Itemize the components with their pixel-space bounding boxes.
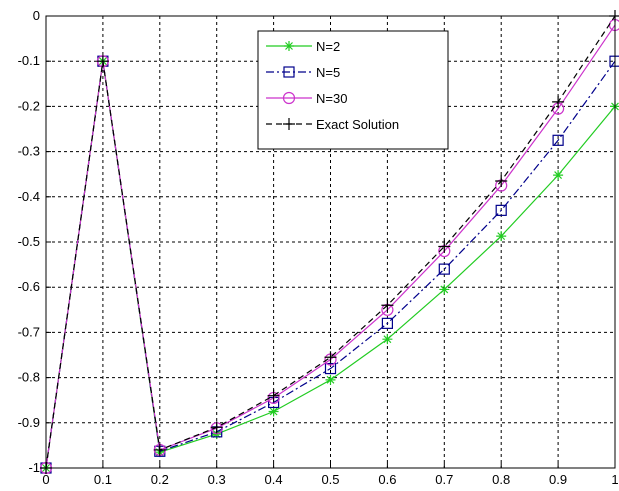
legend-entry: N=5 bbox=[266, 65, 340, 80]
data-point bbox=[552, 134, 564, 146]
data-point bbox=[324, 351, 337, 364]
series-line bbox=[45, 15, 616, 469]
data-point bbox=[382, 334, 393, 345]
data-point bbox=[495, 204, 507, 216]
data-point bbox=[381, 299, 394, 312]
x-tick-label: 0.6 bbox=[378, 472, 396, 487]
data-point bbox=[495, 174, 508, 187]
legend: N=2 N=5 N=30 Exact Solution bbox=[257, 30, 449, 150]
x-tick-label: 1 bbox=[611, 472, 618, 487]
data-point bbox=[496, 231, 507, 242]
x-tick-label: 0 bbox=[42, 472, 49, 487]
legend-items: N=2 N=5 N=30 Exact Solution bbox=[266, 39, 399, 132]
legend-entry: N=2 bbox=[266, 39, 340, 54]
y-tick-label: -0.3 bbox=[18, 144, 40, 159]
data-point bbox=[210, 421, 223, 434]
x-axis-ticks: 0 0.1 0.2 0.3 0.4 0.5 0.6 0.7 0.8 0.9 1 bbox=[42, 463, 619, 487]
legend-box bbox=[257, 30, 449, 150]
y-tick-label: -0.2 bbox=[18, 98, 40, 113]
legend-label: Exact Solution bbox=[316, 117, 399, 132]
data-point bbox=[267, 389, 280, 402]
legend-entry: Exact Solution bbox=[266, 117, 399, 132]
x-tick-label: 0.7 bbox=[435, 472, 453, 487]
x-tick-label: 0.2 bbox=[151, 472, 169, 487]
data-point bbox=[438, 240, 451, 253]
y-tick-label: -0.1 bbox=[18, 53, 40, 68]
legend-label: N=5 bbox=[316, 65, 340, 80]
data-point bbox=[553, 170, 564, 181]
legend-entry: N=30 bbox=[266, 91, 347, 106]
y-axis-ticks: 0 -0.1 -0.2 -0.3 -0.4 -0.5 -0.6 -0.7 -0.8 -0.9 -1 bbox=[18, 8, 51, 475]
data-point bbox=[552, 95, 565, 108]
data-point bbox=[96, 55, 109, 68]
x-tick-label: 0.5 bbox=[321, 472, 339, 487]
legend-label: N=30 bbox=[316, 91, 347, 106]
y-tick-label: -0.8 bbox=[18, 370, 40, 385]
legend-label: N=2 bbox=[316, 39, 340, 54]
x-tick-label: 0.9 bbox=[549, 472, 567, 487]
y-tick-label: -0.7 bbox=[18, 324, 40, 339]
x-tick-label: 0.1 bbox=[94, 472, 112, 487]
data-point bbox=[381, 317, 393, 329]
data-point bbox=[153, 443, 166, 456]
y-tick-label: -0.6 bbox=[18, 279, 40, 294]
x-tick-label: 0.4 bbox=[265, 472, 283, 487]
y-tick-label: -0.4 bbox=[18, 189, 40, 204]
data-point bbox=[283, 66, 295, 78]
y-tick-label: -1 bbox=[28, 460, 40, 475]
data-point bbox=[325, 374, 336, 385]
data-point bbox=[438, 263, 450, 275]
x-tick-label: 0.3 bbox=[208, 472, 226, 487]
x-tick-label: 0.8 bbox=[492, 472, 510, 487]
y-tick-label: 0 bbox=[33, 8, 40, 23]
plot-border bbox=[45, 15, 616, 469]
data-point bbox=[282, 91, 296, 105]
data-point bbox=[439, 284, 450, 295]
data-point bbox=[324, 362, 337, 375]
data-point bbox=[283, 118, 295, 130]
y-tick-label: -0.9 bbox=[18, 415, 40, 430]
data-point bbox=[284, 41, 294, 51]
series-group bbox=[39, 10, 619, 475]
data-point bbox=[268, 406, 279, 417]
y-tick-label: -0.5 bbox=[18, 234, 40, 249]
